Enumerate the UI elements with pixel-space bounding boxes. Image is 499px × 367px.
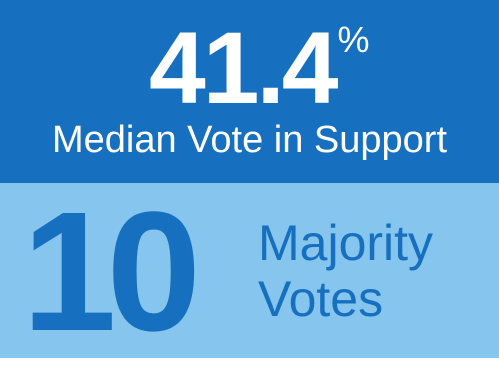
median-support-caption: Median Vote in Support [51,119,448,161]
percent-symbol: % [337,19,370,60]
majority-votes-count: 10 [22,177,201,367]
median-support-value: 41.4 [149,11,339,125]
majority-votes-label: Majority Votes [258,215,433,327]
majority-votes-label-line2: Votes [258,271,384,327]
majority-stat-panel [0,183,499,358]
majority-votes-label-line1: Majority [258,215,434,271]
support-stat-panel: 41.4% Median Vote in Support [0,0,499,183]
median-support-figure: 41.4% [149,11,370,125]
